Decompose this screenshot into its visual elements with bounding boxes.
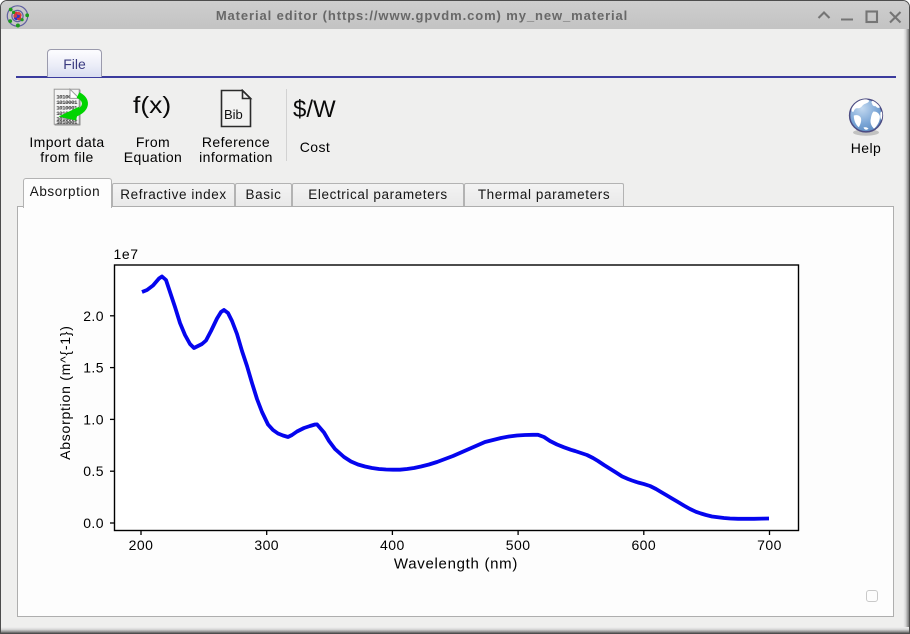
svg-text:Absorption (m^{-1}): Absorption (m^{-1}) <box>57 325 73 459</box>
svg-text:Wavelength (nm): Wavelength (nm) <box>394 556 518 573</box>
svg-text:1010001: 1010001 <box>56 119 78 126</box>
svg-text:500: 500 <box>506 537 531 553</box>
svg-text:101000: 101000 <box>56 94 75 101</box>
svg-text:1010001: 1010001 <box>56 105 78 112</box>
svg-text:1010001: 1010001 <box>56 116 78 123</box>
svg-text:0.5: 0.5 <box>83 463 104 479</box>
svg-text:1e7: 1e7 <box>114 246 139 262</box>
svg-text:700: 700 <box>757 537 782 553</box>
svg-text:1.5: 1.5 <box>83 360 104 376</box>
svg-text:200: 200 <box>129 537 154 553</box>
svg-text:10100: 10100 <box>56 110 72 117</box>
svg-text:Bib: Bib <box>224 107 243 122</box>
svg-text:300: 300 <box>254 537 279 553</box>
svg-text:2.0: 2.0 <box>83 308 104 324</box>
svg-text:1.0: 1.0 <box>83 411 104 427</box>
svg-text:0.0: 0.0 <box>83 515 104 531</box>
svg-text:1010001: 1010001 <box>56 99 78 106</box>
svg-text:600: 600 <box>631 537 656 553</box>
svg-text:400: 400 <box>380 537 405 553</box>
